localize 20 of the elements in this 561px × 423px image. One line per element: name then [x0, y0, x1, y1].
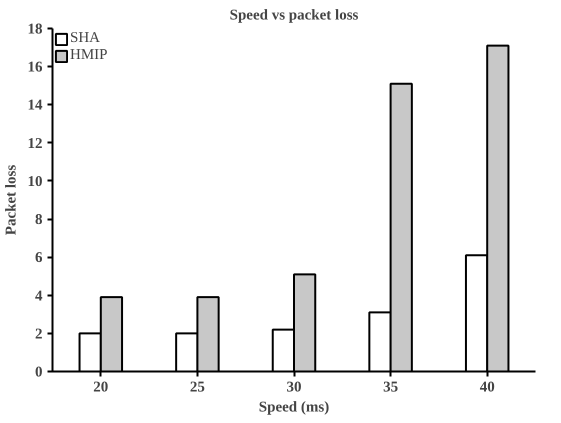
legend-label: SHA	[70, 30, 100, 47]
y-tick-label: 16	[28, 60, 43, 76]
y-tick-label: 8	[35, 212, 42, 228]
y-tick-label: 12	[28, 136, 42, 152]
x-tick-label: 30	[286, 380, 302, 396]
y-tick-label: 10	[28, 174, 42, 190]
y-tick-label: 18	[28, 22, 42, 38]
legend-label: HMIP	[70, 47, 108, 64]
x-axis-title: Speed (ms)	[258, 400, 330, 416]
y-tick-label: 14	[28, 98, 43, 114]
x-tick-label: 35	[383, 380, 398, 396]
x-tick-label: 20	[93, 380, 108, 396]
x-tick-label: 25	[190, 380, 205, 396]
y-axis-title: Packet loss	[4, 164, 20, 236]
y-tick-label: 2	[35, 326, 42, 342]
x-tick-label: 40	[480, 380, 495, 396]
chart-title: Speed vs packet loss	[230, 8, 359, 24]
y-tick-label: 6	[35, 250, 43, 266]
y-tick-label: 0	[35, 364, 42, 380]
y-tick-label: 4	[35, 288, 43, 304]
